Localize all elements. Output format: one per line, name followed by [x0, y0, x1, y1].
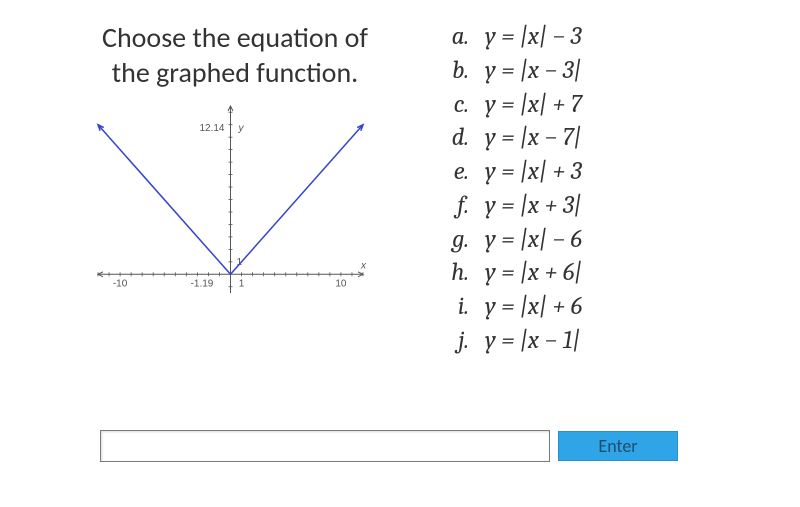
choice-equation: y = |x| + 6 — [485, 290, 582, 324]
choice-equation: y = |x| + 3 — [485, 155, 582, 189]
choice-row: e.y = |x| + 3 — [435, 155, 770, 189]
choice-equation: y = |x + 6| — [485, 256, 582, 290]
choice-letter: d. — [435, 121, 485, 155]
choice-equation: y = |x + 3| — [485, 189, 582, 223]
choice-row: i.y = |x| + 6 — [435, 290, 770, 324]
svg-text:y: y — [238, 123, 245, 134]
svg-text:10: 10 — [335, 278, 347, 289]
graph-area: -10101112.14y-1.19x — [80, 96, 375, 311]
choice-row: g.y = |x| − 6 — [435, 223, 770, 257]
choice-letter: f. — [435, 189, 485, 223]
choice-letter: i. — [435, 290, 485, 324]
choice-equation: y = |x − 3| — [485, 54, 581, 88]
choice-equation: y = |x| − 6 — [485, 223, 582, 257]
choice-row: j.y = |x − 1| — [435, 324, 770, 358]
choice-letter: c. — [435, 88, 485, 122]
svg-text:x: x — [360, 260, 367, 271]
svg-text:12.14: 12.14 — [199, 123, 224, 134]
choice-row: b.y = |x − 3| — [435, 54, 770, 88]
abs-graph: -10101112.14y-1.19x — [80, 96, 375, 311]
svg-text:-1.19: -1.19 — [191, 278, 214, 289]
choice-row: a.y = |x| − 3 — [435, 20, 770, 54]
choice-row: h.y = |x + 6| — [435, 256, 770, 290]
svg-text:1: 1 — [239, 278, 245, 289]
choice-equation: y = |x| + 7 — [485, 88, 582, 122]
choice-equation: y = |x − 1| — [485, 324, 580, 358]
choice-letter: e. — [435, 155, 485, 189]
question-prompt: Choose the equation of the graphed funct… — [100, 20, 370, 90]
choice-letter: j. — [435, 324, 485, 358]
left-panel: Choose the equation of the graphed funct… — [100, 20, 395, 358]
svg-text:-10: -10 — [113, 278, 128, 289]
choice-equation: y = |x − 7| — [485, 121, 582, 155]
choice-row: d.y = |x − 7| — [435, 121, 770, 155]
choices-list: a.y = |x| − 3b.y = |x − 3|c.y = |x| + 7d… — [395, 20, 770, 358]
choice-row: f.y = |x + 3| — [435, 189, 770, 223]
enter-button[interactable]: Enter — [558, 431, 678, 461]
choice-row: c.y = |x| + 7 — [435, 88, 770, 122]
choice-letter: a. — [435, 20, 485, 54]
answer-input[interactable] — [100, 430, 550, 462]
content-area: Choose the equation of the graphed funct… — [0, 20, 800, 358]
choice-letter: b. — [435, 54, 485, 88]
choice-letter: g. — [435, 223, 485, 257]
choice-letter: h. — [435, 256, 485, 290]
answer-row: Enter — [100, 430, 700, 462]
choice-equation: y = |x| − 3 — [485, 20, 581, 54]
